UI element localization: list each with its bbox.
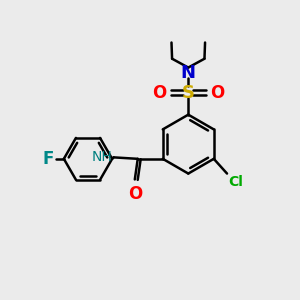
Text: O: O [210, 84, 225, 102]
Text: Cl: Cl [229, 175, 243, 189]
Text: O: O [152, 84, 166, 102]
Text: N: N [181, 64, 196, 82]
Text: F: F [43, 150, 54, 168]
Text: O: O [128, 185, 142, 203]
Text: S: S [182, 84, 195, 102]
Text: NH: NH [92, 150, 112, 164]
